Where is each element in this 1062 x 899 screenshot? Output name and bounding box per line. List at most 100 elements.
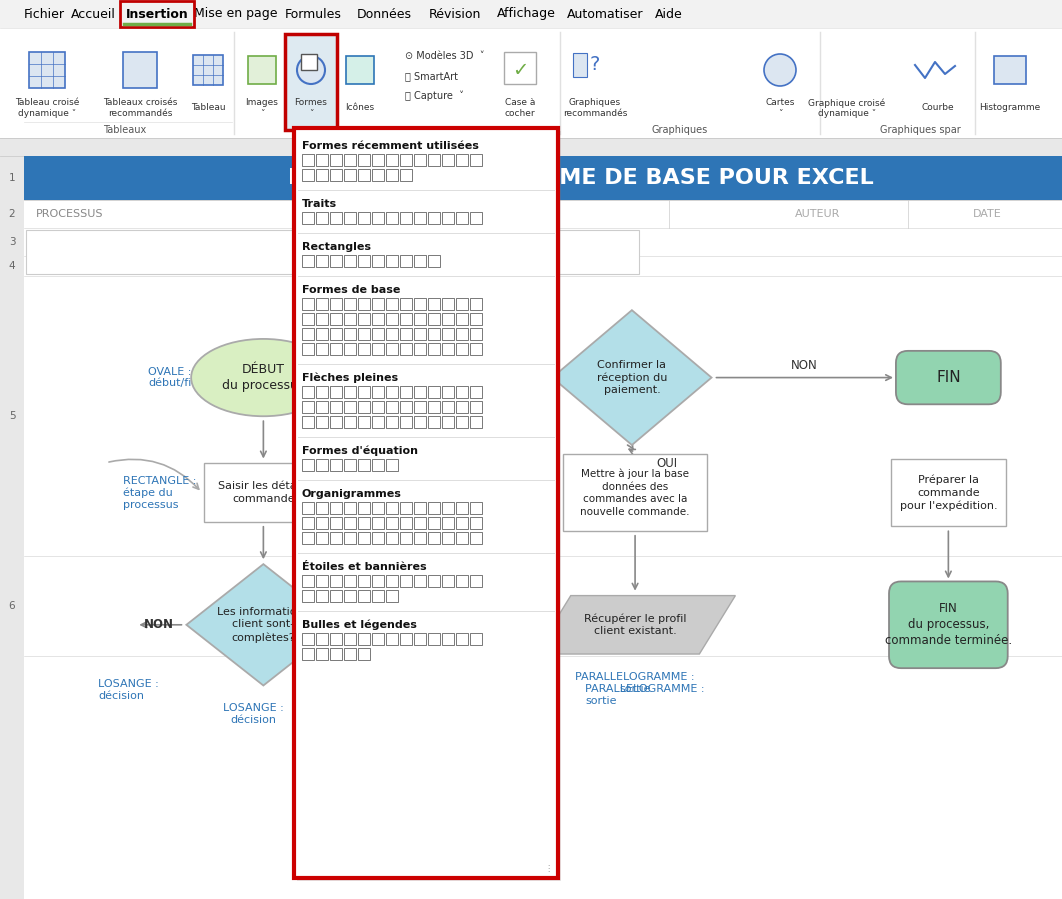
Bar bbox=[372, 416, 384, 428]
Bar bbox=[456, 386, 468, 398]
Bar bbox=[442, 298, 453, 310]
Bar bbox=[302, 590, 314, 602]
Bar bbox=[400, 633, 412, 645]
Bar bbox=[372, 401, 384, 413]
Text: Insertion: Insertion bbox=[125, 7, 189, 21]
Bar bbox=[344, 328, 356, 340]
Text: Histogramme: Histogramme bbox=[979, 103, 1041, 112]
Text: FIN
du processus,
commande terminée.: FIN du processus, commande terminée. bbox=[885, 602, 1012, 647]
Text: ⋮: ⋮ bbox=[545, 864, 553, 873]
Bar bbox=[25, 230, 639, 274]
Bar bbox=[386, 532, 398, 544]
Bar bbox=[358, 212, 370, 224]
Text: Formes d'équation: Formes d'équation bbox=[302, 446, 418, 456]
Text: Saisir les détails
commande: Saisir les détails commande bbox=[218, 482, 309, 503]
Bar bbox=[285, 34, 337, 130]
Bar bbox=[386, 575, 398, 587]
Bar bbox=[386, 154, 398, 166]
Text: Icônes: Icônes bbox=[345, 103, 375, 112]
Bar bbox=[386, 517, 398, 529]
Bar bbox=[316, 313, 328, 325]
Text: 📷 Capture  ˅: 📷 Capture ˅ bbox=[405, 91, 464, 102]
Text: 🟩 SmartArt: 🟩 SmartArt bbox=[405, 71, 458, 81]
Text: Étoiles et bannières: Étoiles et bannières bbox=[302, 562, 427, 572]
Bar bbox=[414, 313, 426, 325]
Bar bbox=[456, 502, 468, 514]
Bar bbox=[330, 313, 342, 325]
Bar bbox=[442, 633, 453, 645]
Bar bbox=[442, 575, 453, 587]
Text: Tableau: Tableau bbox=[191, 103, 225, 112]
Text: Les informations
client sont-
complètes?: Les informations client sont- complètes? bbox=[218, 607, 309, 643]
Bar bbox=[470, 575, 482, 587]
Polygon shape bbox=[552, 310, 712, 445]
Bar bbox=[400, 343, 412, 355]
Bar bbox=[386, 416, 398, 428]
FancyBboxPatch shape bbox=[896, 351, 1000, 405]
Bar bbox=[344, 648, 356, 660]
Bar bbox=[456, 298, 468, 310]
Bar bbox=[470, 633, 482, 645]
Bar bbox=[428, 502, 440, 514]
FancyBboxPatch shape bbox=[889, 582, 1008, 668]
Bar bbox=[316, 154, 328, 166]
Bar bbox=[386, 386, 398, 398]
Bar bbox=[414, 298, 426, 310]
Bar bbox=[358, 313, 370, 325]
Bar bbox=[428, 343, 440, 355]
Bar bbox=[400, 575, 412, 587]
Bar bbox=[456, 313, 468, 325]
Text: Graphique croisé
dynamique ˅: Graphique croisé dynamique ˅ bbox=[808, 98, 886, 118]
Bar bbox=[358, 298, 370, 310]
Circle shape bbox=[297, 56, 325, 84]
Bar bbox=[372, 169, 384, 181]
Bar bbox=[330, 575, 342, 587]
Text: NON: NON bbox=[791, 359, 818, 372]
Bar bbox=[386, 401, 398, 413]
Bar bbox=[302, 517, 314, 529]
Text: ?: ? bbox=[589, 56, 600, 75]
Bar bbox=[400, 169, 412, 181]
Text: PARALLELOGRAMME :
sortie: PARALLELOGRAMME : sortie bbox=[576, 672, 695, 694]
Bar bbox=[414, 255, 426, 267]
Text: Organigrammes: Organigrammes bbox=[302, 489, 401, 499]
Bar bbox=[358, 459, 370, 471]
Bar bbox=[414, 517, 426, 529]
Bar bbox=[414, 532, 426, 544]
Bar bbox=[316, 255, 328, 267]
Bar bbox=[400, 502, 412, 514]
Bar bbox=[330, 298, 342, 310]
Bar bbox=[302, 255, 314, 267]
Bar bbox=[302, 575, 314, 587]
Bar bbox=[316, 590, 328, 602]
Bar bbox=[29, 52, 65, 88]
Bar bbox=[372, 633, 384, 645]
Bar bbox=[344, 154, 356, 166]
Bar bbox=[344, 633, 356, 645]
Bar bbox=[24, 156, 1062, 200]
Text: 4: 4 bbox=[8, 261, 15, 271]
Bar bbox=[0, 138, 1062, 899]
Bar bbox=[456, 401, 468, 413]
Bar bbox=[302, 154, 314, 166]
Bar bbox=[428, 416, 440, 428]
Text: Courbe: Courbe bbox=[922, 103, 955, 112]
Bar bbox=[386, 255, 398, 267]
Polygon shape bbox=[535, 595, 735, 654]
Text: DÉBUT
du processus: DÉBUT du processus bbox=[222, 363, 305, 392]
Bar bbox=[316, 343, 328, 355]
Text: ✓: ✓ bbox=[512, 60, 528, 79]
Bar bbox=[414, 154, 426, 166]
Bar bbox=[428, 575, 440, 587]
Text: Tableaux: Tableaux bbox=[103, 125, 147, 135]
Text: Case à
cocher: Case à cocher bbox=[504, 98, 535, 118]
Text: Révision: Révision bbox=[428, 7, 481, 21]
Text: Fichier: Fichier bbox=[24, 7, 65, 21]
Text: 2: 2 bbox=[8, 209, 15, 219]
Bar bbox=[344, 575, 356, 587]
Bar bbox=[316, 633, 328, 645]
Bar bbox=[316, 502, 328, 514]
Bar bbox=[358, 590, 370, 602]
Bar bbox=[386, 328, 398, 340]
Text: Formes de base: Formes de base bbox=[302, 285, 400, 295]
